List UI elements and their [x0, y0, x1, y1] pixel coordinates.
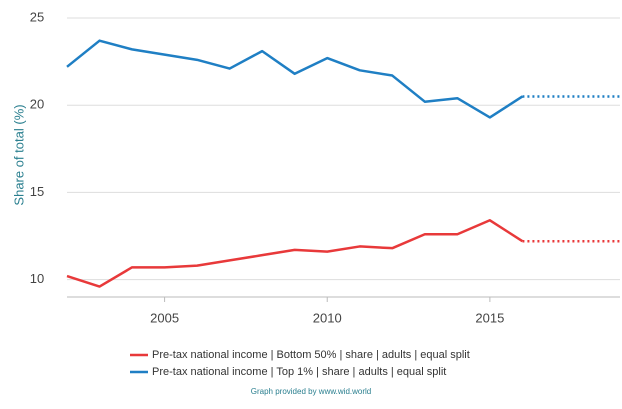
credit: Graph provided by www.wid.world	[251, 387, 372, 396]
x-tick-label: 2010	[313, 310, 342, 325]
x-tick-label: 2015	[475, 310, 504, 325]
legend-label: Pre-tax national income | Top 1% | share…	[152, 366, 446, 378]
y-tick-label: 10	[30, 271, 44, 286]
y-tick-label: 15	[30, 184, 44, 199]
series-line	[66, 219, 524, 288]
y-axis-label: Share of total (%)	[11, 104, 26, 205]
y-tick-label: 20	[30, 97, 44, 112]
y-tick-label: 25	[30, 9, 44, 24]
x-tick-label: 2005	[150, 310, 179, 325]
series-line	[66, 39, 524, 119]
legend-label: Pre-tax national income | Bottom 50% | s…	[152, 349, 470, 361]
